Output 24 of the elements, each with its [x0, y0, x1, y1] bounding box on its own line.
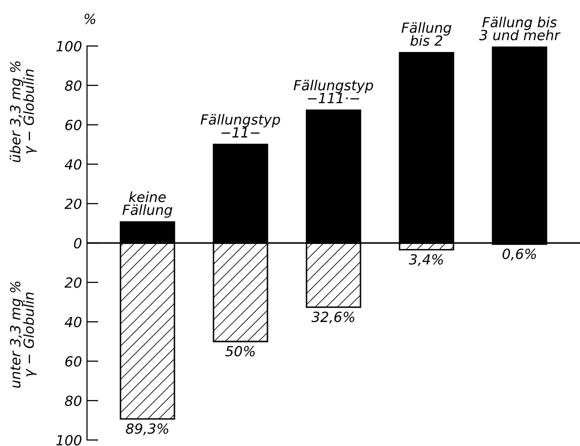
y-tick-label: 40	[64, 159, 82, 170]
y-tick-label: 20	[64, 198, 82, 210]
y-tick-label: 100	[56, 40, 82, 52]
y-tick-label: 80	[64, 80, 82, 91]
text: über 3,3 mg % γ − Globulin	[10, 61, 37, 162]
annotation: 0,6%	[502, 248, 536, 261]
x-tick-label: Fällungstyp −11−	[200, 114, 280, 138]
y-tick-label: 60	[65, 356, 82, 367]
annotation: 89,3%	[126, 423, 168, 436]
annotation: 50%	[225, 346, 255, 356]
y-tick-label: 60	[65, 120, 82, 130]
y-tick-label: 80	[64, 396, 82, 406]
y-tick-label: 40	[64, 316, 82, 328]
y-tick-label: 0	[74, 238, 82, 248]
x-tick-label: Fällung bis 2	[402, 22, 452, 46]
y-tick-label: 20	[64, 277, 82, 288]
annotation: 3,4%	[408, 254, 443, 266]
text: %	[84, 14, 96, 24]
y-tick-label: 100	[56, 434, 82, 446]
x-tick-label: Fällung bis 3 und mehr	[479, 16, 561, 40]
text: unter 3,3 mg % γ − Globulin	[10, 282, 37, 388]
x-tick-label: keine Fällung	[122, 191, 172, 218]
x-tick-label: Fällungstyp −111·−	[294, 80, 374, 104]
annotation: 32,6%	[311, 312, 354, 324]
